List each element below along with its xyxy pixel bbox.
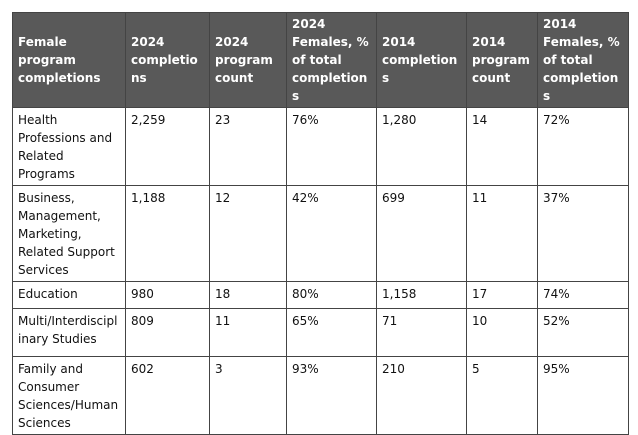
cell-2014-completions: 210 bbox=[376, 356, 467, 435]
header-2014-program-count: 2014 program count bbox=[466, 12, 538, 108]
header-2024-program-count: 2024 program count bbox=[209, 12, 287, 108]
header-2014-completions: 2014 completions bbox=[376, 12, 467, 108]
cell-program: Education bbox=[12, 281, 126, 309]
cell-2014-program-count: 11 bbox=[466, 185, 538, 282]
cell-2014-program-count: 14 bbox=[466, 107, 538, 186]
table-row: Business, Management, Marketing, Related… bbox=[12, 185, 629, 282]
cell-2024-completions: 1,188 bbox=[125, 185, 210, 282]
cell-2014-females-percent: 74% bbox=[537, 281, 629, 309]
cell-2024-females-percent: 65% bbox=[286, 308, 377, 357]
header-2024-completions: 2024 completions bbox=[125, 12, 210, 108]
cell-2014-completions: 71 bbox=[376, 308, 467, 357]
cell-2014-completions: 1,158 bbox=[376, 281, 467, 309]
cell-2024-females-percent: 42% bbox=[286, 185, 377, 282]
header-2014-females-percent: 2014 Females, % of total completions bbox=[537, 12, 629, 108]
cell-2024-completions: 809 bbox=[125, 308, 210, 357]
cell-program: Business, Management, Marketing, Related… bbox=[12, 185, 126, 282]
cell-2024-program-count: 12 bbox=[209, 185, 287, 282]
cell-program: Multi/Interdisciplinary Studies bbox=[12, 308, 126, 357]
table-row: Health Professions and Related Programs … bbox=[12, 107, 629, 186]
cell-2014-program-count: 10 bbox=[466, 308, 538, 357]
cell-2014-program-count: 17 bbox=[466, 281, 538, 309]
cell-2024-program-count: 23 bbox=[209, 107, 287, 186]
cell-2024-completions: 602 bbox=[125, 356, 210, 435]
cell-2014-females-percent: 52% bbox=[537, 308, 629, 357]
cell-2014-females-percent: 95% bbox=[537, 356, 629, 435]
table-row: Multi/Interdisciplinary Studies 809 11 6… bbox=[12, 308, 629, 357]
table-row: Family and Consumer Sciences/Human Scien… bbox=[12, 356, 629, 435]
cell-2024-program-count: 3 bbox=[209, 356, 287, 435]
cell-2024-completions: 2,259 bbox=[125, 107, 210, 186]
cell-2014-program-count: 5 bbox=[466, 356, 538, 435]
cell-program: Family and Consumer Sciences/Human Scien… bbox=[12, 356, 126, 435]
header-2024-females-percent: 2024 Females, % of total completions bbox=[286, 12, 377, 108]
cell-2024-completions: 980 bbox=[125, 281, 210, 309]
cell-2024-females-percent: 80% bbox=[286, 281, 377, 309]
table-row: Education 980 18 80% 1,158 17 74% bbox=[12, 281, 629, 309]
cell-2014-completions: 1,280 bbox=[376, 107, 467, 186]
cell-2024-program-count: 11 bbox=[209, 308, 287, 357]
header-row: Female program completions 2024 completi… bbox=[12, 12, 629, 108]
cell-2014-completions: 699 bbox=[376, 185, 467, 282]
cell-2014-females-percent: 72% bbox=[537, 107, 629, 186]
cell-2014-females-percent: 37% bbox=[537, 185, 629, 282]
cell-2024-females-percent: 93% bbox=[286, 356, 377, 435]
cell-2024-program-count: 18 bbox=[209, 281, 287, 309]
completions-table: Female program completions 2024 completi… bbox=[12, 12, 629, 435]
cell-program: Health Professions and Related Programs bbox=[12, 107, 126, 186]
cell-2024-females-percent: 76% bbox=[286, 107, 377, 186]
header-program: Female program completions bbox=[12, 12, 126, 108]
